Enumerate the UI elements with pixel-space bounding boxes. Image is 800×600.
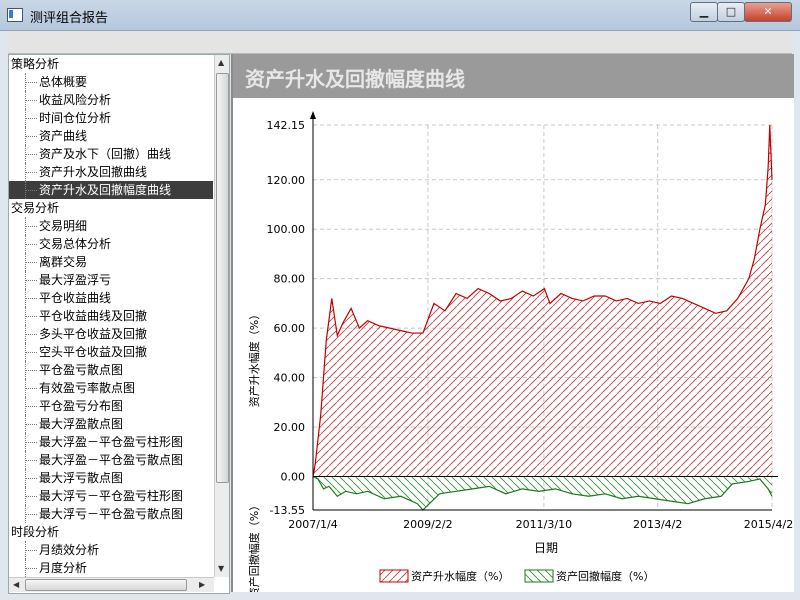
tree-horizontal-scrollbar[interactable]: ◀ ▶ [9,577,214,592]
tree-item-selected[interactable]: 资产升水及回撤幅度曲线 [9,181,213,199]
tree-item[interactable]: 资产曲线 [9,127,213,145]
y-tick-label: 142.15 [267,119,306,132]
tree-item[interactable]: 最大浮盈－平仓盈亏柱形图 [9,433,213,451]
tree-item[interactable]: 空头平仓收益及回撤 [9,343,213,361]
tree-item[interactable]: 交易明细 [9,217,213,235]
tree-item[interactable]: 平仓收益曲线及回撤 [9,307,213,325]
scroll-down-icon[interactable]: ▼ [218,564,225,573]
tree-item[interactable]: 资产及水下（回撤）曲线 [9,145,213,163]
y-axis-label-bottom: 资产回撤幅度（%） [247,500,261,592]
tree-item[interactable]: 平仓盈亏分布图 [9,397,213,415]
tree-item[interactable]: 最大浮盈散点图 [9,415,213,433]
x-tick-label: 2011/3/10 [516,518,572,531]
tree-vertical-scrollbar[interactable]: ▲ ▼ [214,55,229,577]
scroll-right-icon[interactable]: ▶ [199,580,206,589]
chart-legend: 资产升水幅度（%） 资产回撤幅度（%） [379,569,654,583]
tree-list: 策略分析总体概要 收益风险分析 时间仓位分析 资产曲线 资产及水下（回撤）曲线 资产升水及… [9,55,213,577]
chart-header: 资产升水及回撤幅度曲线 [233,54,794,98]
drawdown-line [312,475,773,511]
title-bar: 测评组合报告 ▁ □ ✕ [0,0,800,31]
horizontal-scroll-thumb[interactable] [25,579,187,591]
chart-title: 资产升水及回撤幅度曲线 [245,67,465,91]
drawdown-area [313,476,772,510]
tree-category[interactable]: 时段分析 [11,525,60,539]
tree-item[interactable]: 月绩效分析 [9,541,213,559]
tree-item[interactable]: 最大浮盈－平仓盈亏散点图 [9,451,213,469]
app-icon [7,8,23,22]
appreciation-line [312,124,773,477]
x-axis-label: 日期 [534,541,558,555]
y-tick-label: 120.00 [267,174,306,187]
tree-item[interactable]: 最大浮亏－平仓盈亏散点图 [9,505,213,523]
tree-item[interactable]: 收益风险分析 [9,91,213,109]
legend-label-drawdown: 资产回撤幅度（%） [556,569,654,583]
chart-panel: 资产升水及回撤幅度曲线 142.15 120.00 100.00 80.00 60.00… [231,54,794,592]
tree-item[interactable]: 时间仓位分析 [9,109,213,127]
tree-category[interactable]: 交易分析 [11,201,60,215]
legend-swatch-drawdown [524,569,554,583]
tree-item[interactable]: 离群交易 [9,253,213,271]
tree-item[interactable]: 最大浮亏散点图 [9,469,213,487]
y-axis-label-top: 资产升水幅度（%） [247,309,261,407]
tree-category[interactable]: 策略分析 [11,57,60,71]
legend-swatch-appreciation [379,569,409,583]
maximize-button[interactable]: □ [717,2,745,22]
tree-item[interactable]: 平仓收益曲线 [9,289,213,307]
tree-item[interactable]: 资产升水及回撤曲线 [9,163,213,181]
y-tick-label: 40.00 [274,372,306,385]
tree-item[interactable]: 最大浮亏－平仓盈亏柱形图 [9,487,213,505]
drawdown-chart: 142.15 120.00 100.00 80.00 60.00 40.00 20.00 0.… [247,111,794,592]
tree-item[interactable]: 多头平仓收益及回撤 [9,325,213,343]
x-tick-label: 2013/4/2 [633,518,682,531]
tree-item[interactable]: 平仓盈亏散点图 [9,361,213,379]
minimize-button[interactable]: ▁ [690,2,718,22]
y-tick-label: 80.00 [274,273,306,286]
y-tick-label: 60.00 [274,322,306,335]
toolbar [8,31,792,54]
scroll-left-icon[interactable]: ◀ [13,580,20,589]
x-tick-label: 2015/4/28 [744,518,794,531]
y-tick-label: -13.55 [270,504,305,517]
y-axis-arrow-icon [310,111,316,119]
window-title: 测评组合报告 [30,11,109,26]
tree-item[interactable]: 交易总体分析 [9,235,213,253]
y-tick-label: 20.00 [274,421,306,434]
y-tick-label: 0.00 [281,470,306,483]
x-tick-label: 2007/1/4 [288,518,337,531]
vertical-scroll-thumb[interactable] [216,73,229,483]
appreciation-area [313,125,772,477]
tree-item[interactable]: 最大浮盈浮亏 [9,271,213,289]
close-button[interactable]: ✕ [744,2,792,22]
tree-item[interactable]: 月度分析 [9,559,213,577]
legend-label-appreciation: 资产升水幅度（%） [411,569,509,583]
tree-item[interactable]: 有效盈亏率散点图 [9,379,213,397]
y-tick-label: 100.00 [267,223,306,236]
report-tree: 策略分析总体概要 收益风险分析 时间仓位分析 资产曲线 资产及水下（回撤）曲线 资产升水及… [8,54,230,594]
tree-item[interactable]: 总体概要 [9,73,213,91]
scroll-up-icon[interactable]: ▲ [218,58,225,67]
x-tick-label: 2009/2/2 [403,518,452,531]
